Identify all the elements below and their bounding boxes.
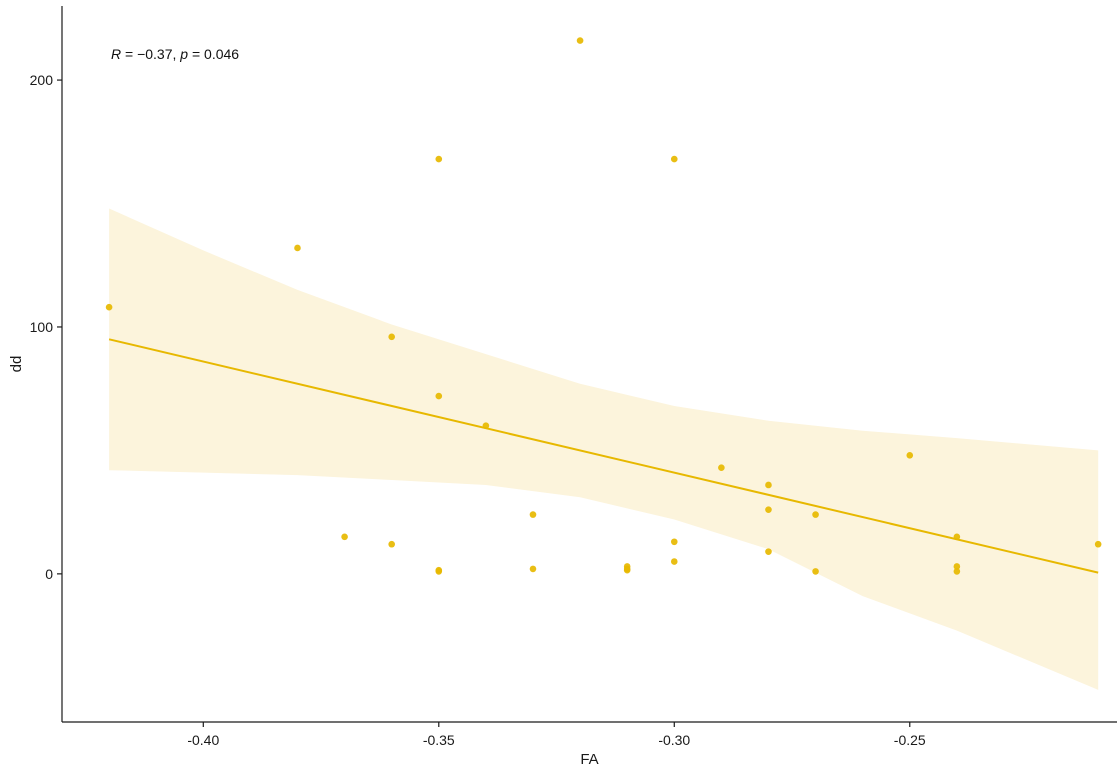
x-axis-title: FA [580,751,598,768]
r-symbol: R [111,46,121,62]
data-point [623,566,631,574]
data-point [670,155,678,163]
data-point [435,392,443,400]
data-point [482,422,490,430]
data-point [435,155,443,163]
data-point [294,244,301,252]
data-point [388,540,395,548]
data-point [953,563,961,570]
x-tick-label: -0.35 [423,732,455,748]
data-point [529,511,537,518]
y-axis-title: dd [8,356,25,373]
data-point [812,511,819,518]
data-point [718,464,725,471]
data-point [765,506,772,513]
data-point [953,533,961,541]
data-point [341,533,348,541]
confidence-band-layer [109,208,1099,690]
p-symbol: p [179,46,188,62]
confidence-band [109,208,1099,690]
regression-line-layer [108,338,1099,574]
data-point [953,568,961,575]
data-point [576,37,584,44]
x-axis-ticks: -0.40 -0.35 -0.30 -0.25 [187,722,926,748]
data-point [765,481,772,489]
data-point [812,568,819,575]
y-tick-label: 0 [45,566,53,582]
p-value: = 0.046 [188,46,239,62]
data-point [1094,540,1102,548]
data-point [670,558,678,565]
x-tick-label: -0.40 [187,732,219,748]
x-tick-label: -0.25 [894,732,926,748]
regression-line [108,338,1099,574]
data-point [105,303,113,311]
data-point [765,548,772,555]
x-tick-label: -0.30 [658,732,690,748]
correlation-annotation: R = −0.37, p = 0.046 [111,46,239,62]
data-point [435,566,443,574]
y-tick-label: 200 [30,72,54,88]
y-tick-label: 100 [30,319,54,335]
data-point [388,333,395,341]
y-axis-ticks: 0 100 200 [30,72,62,582]
data-point [670,538,678,546]
data-points [105,37,1102,575]
r-value: = −0.37, [121,46,180,62]
data-point [906,452,914,459]
data-point [529,565,537,573]
